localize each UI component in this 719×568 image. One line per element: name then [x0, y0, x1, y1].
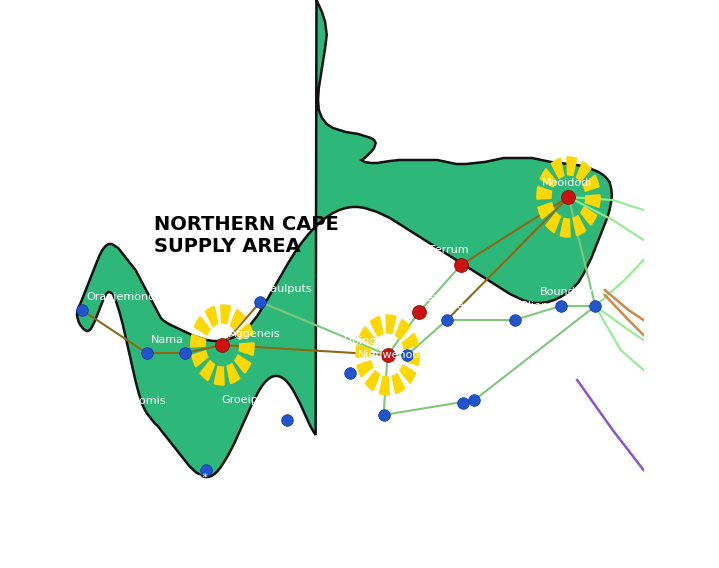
Point — [413, 307, 425, 316]
Point — [469, 395, 480, 404]
Point — [76, 306, 88, 315]
Polygon shape — [546, 212, 561, 233]
Polygon shape — [234, 355, 251, 373]
Polygon shape — [538, 203, 554, 219]
Text: Paulputs: Paulputs — [265, 284, 313, 294]
Polygon shape — [221, 305, 231, 324]
Polygon shape — [200, 361, 214, 381]
Text: Aggeneis: Aggeneis — [229, 329, 280, 339]
Polygon shape — [392, 373, 405, 394]
Polygon shape — [230, 310, 244, 329]
Text: Upington: Upington — [344, 336, 395, 346]
Polygon shape — [560, 218, 570, 237]
Polygon shape — [551, 158, 564, 178]
Polygon shape — [585, 195, 600, 207]
Polygon shape — [370, 316, 383, 337]
Polygon shape — [194, 317, 210, 335]
Polygon shape — [540, 169, 557, 187]
Text: Mooidodi: Mooidodi — [541, 178, 592, 188]
Text: Oranjemond: Oranjemond — [86, 292, 156, 302]
Polygon shape — [404, 353, 419, 365]
Text: Garona: Garona — [425, 293, 465, 303]
Polygon shape — [192, 350, 208, 367]
Point — [441, 315, 452, 324]
Text: Kronos: Kronos — [431, 420, 469, 430]
Polygon shape — [395, 319, 410, 340]
Polygon shape — [400, 365, 416, 383]
Polygon shape — [386, 315, 395, 334]
Point — [590, 302, 601, 311]
Point — [255, 298, 266, 307]
Point — [401, 350, 413, 360]
Polygon shape — [537, 187, 551, 199]
Polygon shape — [214, 366, 224, 385]
Text: Ferrum: Ferrum — [429, 245, 469, 255]
Polygon shape — [191, 335, 206, 347]
Polygon shape — [567, 157, 577, 176]
Point — [200, 465, 211, 474]
Point — [563, 193, 574, 202]
Text: Groeipunt: Groeipunt — [221, 395, 277, 405]
Polygon shape — [356, 345, 371, 357]
Polygon shape — [402, 333, 418, 349]
Point — [378, 411, 390, 420]
Text: Boundary: Boundary — [540, 287, 594, 297]
Polygon shape — [577, 161, 591, 181]
Polygon shape — [583, 175, 599, 191]
Point — [179, 348, 191, 357]
Polygon shape — [239, 343, 254, 356]
Polygon shape — [380, 376, 389, 395]
Point — [344, 369, 356, 378]
Point — [382, 350, 393, 360]
Point — [509, 315, 521, 324]
Polygon shape — [357, 361, 373, 377]
Polygon shape — [581, 207, 597, 225]
Polygon shape — [573, 215, 586, 236]
Text: Gromis: Gromis — [127, 396, 166, 406]
Point — [455, 261, 467, 270]
Polygon shape — [205, 306, 218, 327]
Text: Nieuwehoop: Nieuwehoop — [358, 350, 427, 360]
Text: Helios: Helios — [248, 440, 282, 450]
Point — [216, 340, 228, 349]
Text: Lewensaar: Lewensaar — [436, 301, 496, 311]
Polygon shape — [365, 370, 380, 391]
Text: NORTHERN CAPE
SUPPLY AREA: NORTHERN CAPE SUPPLY AREA — [155, 215, 339, 256]
Text: Nama: Nama — [151, 335, 184, 345]
Polygon shape — [77, 0, 612, 477]
Polygon shape — [227, 364, 239, 383]
Polygon shape — [237, 323, 253, 339]
Point — [281, 415, 293, 424]
Text: Juno*: Juno* — [178, 473, 208, 483]
Point — [141, 348, 152, 357]
Text: Olien: Olien — [519, 301, 549, 311]
Polygon shape — [360, 327, 375, 345]
Point — [457, 399, 468, 408]
Point — [555, 302, 567, 311]
